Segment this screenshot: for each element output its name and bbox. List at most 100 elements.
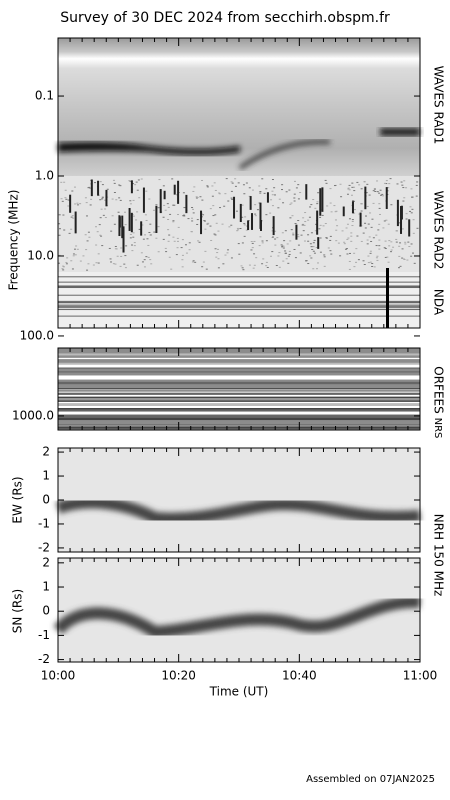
speckle (217, 248, 220, 250)
speckle (98, 224, 101, 226)
speckle (323, 254, 326, 256)
speckle (74, 254, 77, 256)
speckle (237, 243, 240, 245)
speckle (88, 186, 91, 188)
speckle (374, 190, 377, 192)
speckle (149, 223, 152, 225)
speckle (261, 178, 264, 180)
speckle (371, 263, 374, 265)
stripe (58, 401, 420, 404)
speckle (224, 254, 227, 256)
speckle (316, 201, 319, 203)
speckle (242, 269, 245, 271)
speckle (248, 264, 251, 266)
speckle (403, 180, 406, 182)
speckle (324, 223, 327, 225)
speckle (192, 190, 195, 192)
speckle (315, 268, 318, 270)
speckle (310, 204, 313, 206)
speckle (324, 179, 327, 181)
speckle (113, 182, 116, 184)
speckle (390, 249, 393, 251)
speckle (356, 181, 359, 183)
speckle (197, 240, 200, 242)
speckle (407, 241, 410, 243)
speckle (308, 216, 311, 218)
speckle (401, 248, 404, 250)
speckle (388, 245, 391, 247)
speckle (115, 199, 118, 201)
speckle (213, 182, 216, 184)
speckle (411, 252, 414, 254)
speckle (73, 186, 76, 188)
type3-burst (321, 187, 324, 212)
speckle (212, 205, 215, 207)
speckle (196, 196, 199, 198)
type3-burst (351, 201, 354, 214)
speckle (236, 227, 239, 229)
rfi-line (58, 287, 420, 289)
speckle (369, 261, 372, 263)
speckle (364, 227, 367, 229)
speckle (168, 234, 171, 236)
speckle (401, 228, 404, 230)
speckle (312, 250, 315, 252)
speckle (271, 179, 274, 181)
speckle (381, 193, 384, 195)
x-tick-label: 11:00 (403, 669, 438, 683)
speckle (329, 250, 332, 252)
x-tick-label: 10:40 (282, 669, 317, 683)
speckle (62, 265, 65, 267)
speckle (302, 217, 305, 219)
speckle (204, 250, 207, 252)
speckle (330, 253, 333, 255)
stripe (58, 408, 420, 412)
speckle (412, 219, 415, 221)
speckle (150, 263, 153, 265)
speckle (271, 190, 274, 192)
speckle (358, 213, 361, 215)
speckle (401, 257, 404, 259)
speckle (395, 230, 398, 232)
speckle (102, 214, 105, 216)
speckle (217, 258, 220, 260)
type3-burst (140, 221, 143, 236)
speckle (72, 217, 75, 219)
type3-burst (74, 211, 77, 234)
speckle (380, 194, 383, 196)
speckle (235, 210, 238, 212)
speckle (387, 187, 390, 189)
speckle (201, 266, 204, 268)
speckle (401, 184, 404, 186)
speckle (66, 257, 69, 259)
x-axis-label: Time (UT) (209, 685, 269, 699)
speckle (348, 260, 351, 262)
speckle (138, 228, 141, 230)
speckle (282, 260, 285, 262)
speckle (350, 240, 353, 242)
speckle (95, 244, 98, 246)
speckle (307, 234, 310, 236)
type3-burst (316, 210, 319, 235)
stripe (58, 362, 420, 366)
speckle (293, 193, 296, 195)
speckle (355, 261, 358, 263)
speckle (251, 242, 254, 244)
speckle (319, 224, 322, 226)
speckle (253, 240, 256, 242)
type3-burst (128, 208, 131, 231)
speckle (202, 214, 205, 216)
speckle (254, 213, 257, 215)
speckle (366, 239, 369, 241)
speckle (137, 179, 140, 181)
speckle (61, 268, 64, 270)
speckle (195, 197, 198, 199)
speckle (240, 265, 243, 267)
speckle (378, 239, 381, 241)
speckle (157, 207, 160, 209)
speckle (346, 253, 349, 255)
speckle (379, 189, 382, 191)
rfi-line (58, 315, 420, 317)
speckle (86, 240, 89, 242)
speckle (290, 229, 293, 231)
